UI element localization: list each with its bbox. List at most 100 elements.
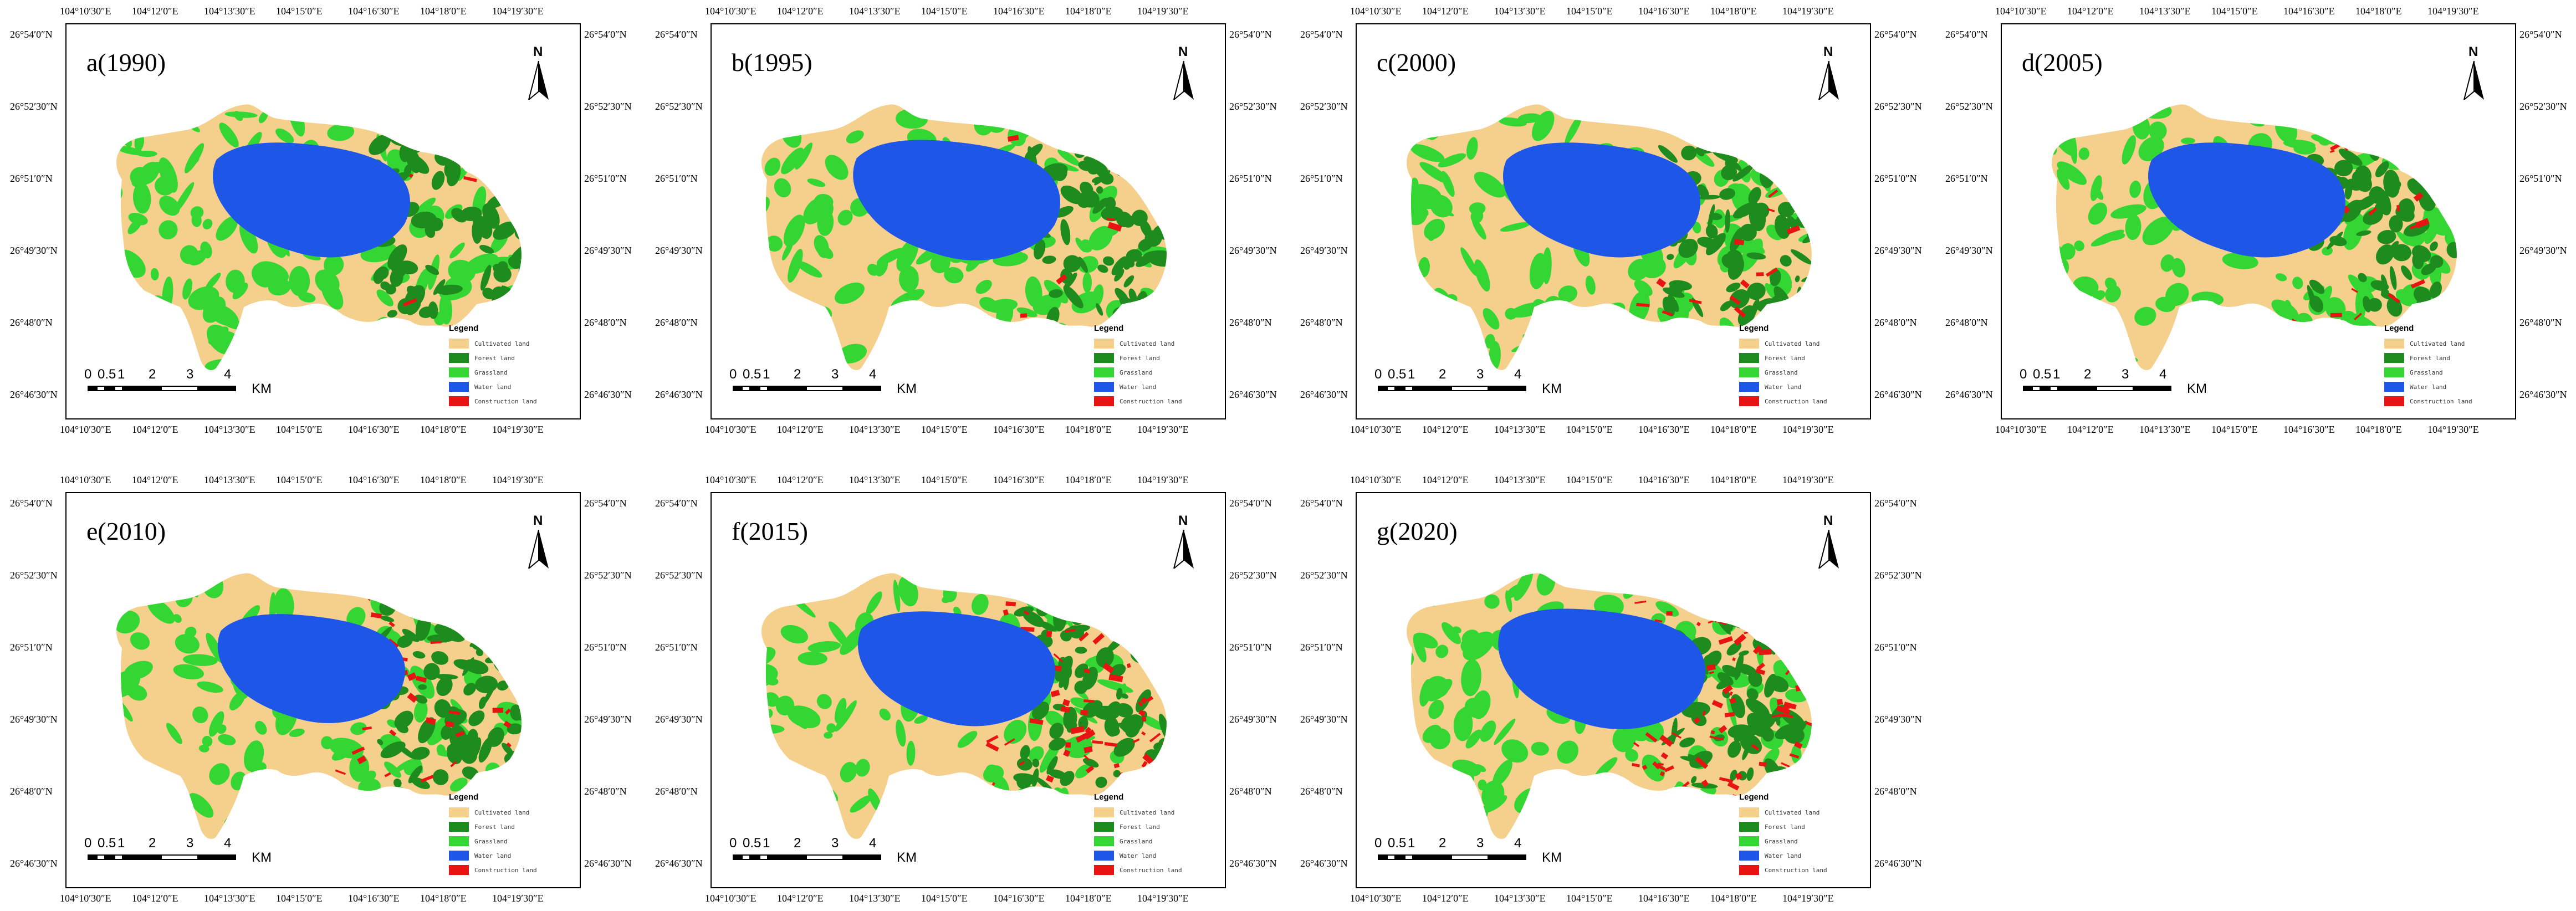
longitude-tick-bottom: 104°16′30″E <box>993 424 1045 435</box>
forest-patch <box>1078 257 1088 273</box>
construction-patch <box>1106 217 1115 221</box>
grassland-patch <box>876 248 905 265</box>
forest-patch <box>1092 197 1108 214</box>
forest-patch <box>2309 279 2325 294</box>
forest-patch <box>1079 190 1100 208</box>
legend-label: Cultivated land <box>474 808 530 816</box>
construction-patch <box>1080 710 1088 715</box>
construction-patch <box>1029 718 1044 725</box>
construction-patch <box>1718 725 1727 734</box>
construction-patch <box>1729 295 1741 305</box>
legend-item: Construction land <box>1094 394 1194 408</box>
forest-patch <box>507 723 522 735</box>
forest-patch <box>1812 728 1821 741</box>
longitude-tick-top: 104°16′30″E <box>993 6 1045 17</box>
forest-patch <box>1178 278 1193 293</box>
construction-patch <box>1755 668 1766 675</box>
grassland-patch <box>209 763 230 785</box>
forest-patch <box>512 708 522 721</box>
construction-patch <box>2375 124 2383 131</box>
construction-patch <box>1734 633 1746 646</box>
longitude-tick-top: 104°18′0″E <box>1710 474 1757 485</box>
forest-patch <box>529 623 545 631</box>
forest-patch <box>1158 713 1167 740</box>
forest-patch <box>1161 648 1167 662</box>
construction-patch <box>450 761 457 767</box>
scale-bar-label: 4 <box>1514 367 1522 382</box>
grassland-patch <box>906 270 918 281</box>
grassland-patch <box>879 708 891 721</box>
grassland-patch <box>413 700 428 723</box>
forest-patch <box>2401 265 2413 280</box>
grassland-patch <box>188 793 214 818</box>
construction-patch <box>1659 734 1673 747</box>
grassland-patch <box>1531 741 1549 756</box>
legend-label: Grassland <box>2410 369 2443 376</box>
legend-label: Construction land <box>474 397 537 405</box>
forest-patch <box>510 647 522 659</box>
grassland-patch <box>1126 586 1137 594</box>
latitude-tick-left: 26°51′0″N <box>10 173 53 184</box>
grassland-patch <box>1160 597 1167 620</box>
forest-patch <box>1746 688 1759 700</box>
grassland-patch <box>2209 334 2230 352</box>
longitude-tick-top: 104°16′30″E <box>348 6 400 17</box>
construction-patch <box>1105 584 1115 593</box>
construction-patch <box>1083 699 1095 703</box>
grassland-patch <box>1419 162 1450 184</box>
construction-patch <box>1719 777 1734 783</box>
forest-patch <box>1172 277 1198 304</box>
forest-patch <box>1171 677 1197 703</box>
scale-bar-segment <box>742 386 750 391</box>
legend-label: Forest land <box>474 354 515 362</box>
grassland-patch <box>983 765 1004 783</box>
grassland-patch <box>806 346 825 362</box>
forest-patch <box>1812 676 1825 693</box>
forest-patch <box>511 146 519 153</box>
construction-patch <box>1746 578 1760 590</box>
construction-patch <box>1802 678 1812 687</box>
grassland-patch <box>1791 629 1812 651</box>
construction-patch <box>384 772 391 777</box>
construction-patch <box>1772 713 1786 718</box>
forest-patch <box>518 162 522 176</box>
construction-patch <box>1706 664 1716 671</box>
construction-patch <box>1138 597 1151 607</box>
scale-bar-segment <box>1489 854 1526 860</box>
legend-swatch <box>2384 367 2404 377</box>
forest-patch <box>1691 776 1697 784</box>
forest-patch <box>1063 707 1077 730</box>
grassland-patch <box>1429 728 1451 750</box>
legend-label: Construction land <box>1120 397 1182 405</box>
map-legend: Legend Cultivated land Forest land Grasslan… <box>1739 324 1839 408</box>
construction-patch <box>1674 111 1680 117</box>
construction-patch <box>1113 763 1120 769</box>
scale-bar-label: 3 <box>186 836 194 851</box>
forest-patch <box>2404 149 2423 160</box>
scale-bar-unit: KM <box>2187 381 2207 396</box>
forest-patch <box>408 765 423 784</box>
forest-patch <box>377 739 384 745</box>
latitude-tick-right: 26°54′0″N <box>1874 498 1917 509</box>
construction-patch <box>1079 580 1092 587</box>
grassland-patch <box>1592 801 1611 811</box>
construction-patch <box>1722 684 1733 694</box>
forest-patch <box>432 769 449 785</box>
legend-swatch <box>449 339 469 349</box>
grassland-patch <box>914 318 938 337</box>
longitude-tick-top: 104°18′0″E <box>1710 6 1757 17</box>
forest-patch <box>1167 153 1185 182</box>
legend-title: Legend <box>2384 324 2414 333</box>
latitude-tick-right: 26°52′30″N <box>2519 101 2567 112</box>
construction-patch <box>986 735 999 744</box>
legend-item: Cultivated land <box>1739 336 1839 351</box>
latitude-tick-right: 26°49′30″N <box>1229 714 1277 725</box>
grassland-patch <box>184 143 205 173</box>
construction-patch <box>1050 689 1060 698</box>
scale-bar-label: 3 <box>1476 367 1484 382</box>
forest-patch <box>1173 143 1182 171</box>
construction-patch <box>455 731 465 738</box>
construction-patch <box>1183 647 1197 652</box>
grassland-patch <box>1461 629 1480 646</box>
grassland-patch <box>2401 139 2432 150</box>
